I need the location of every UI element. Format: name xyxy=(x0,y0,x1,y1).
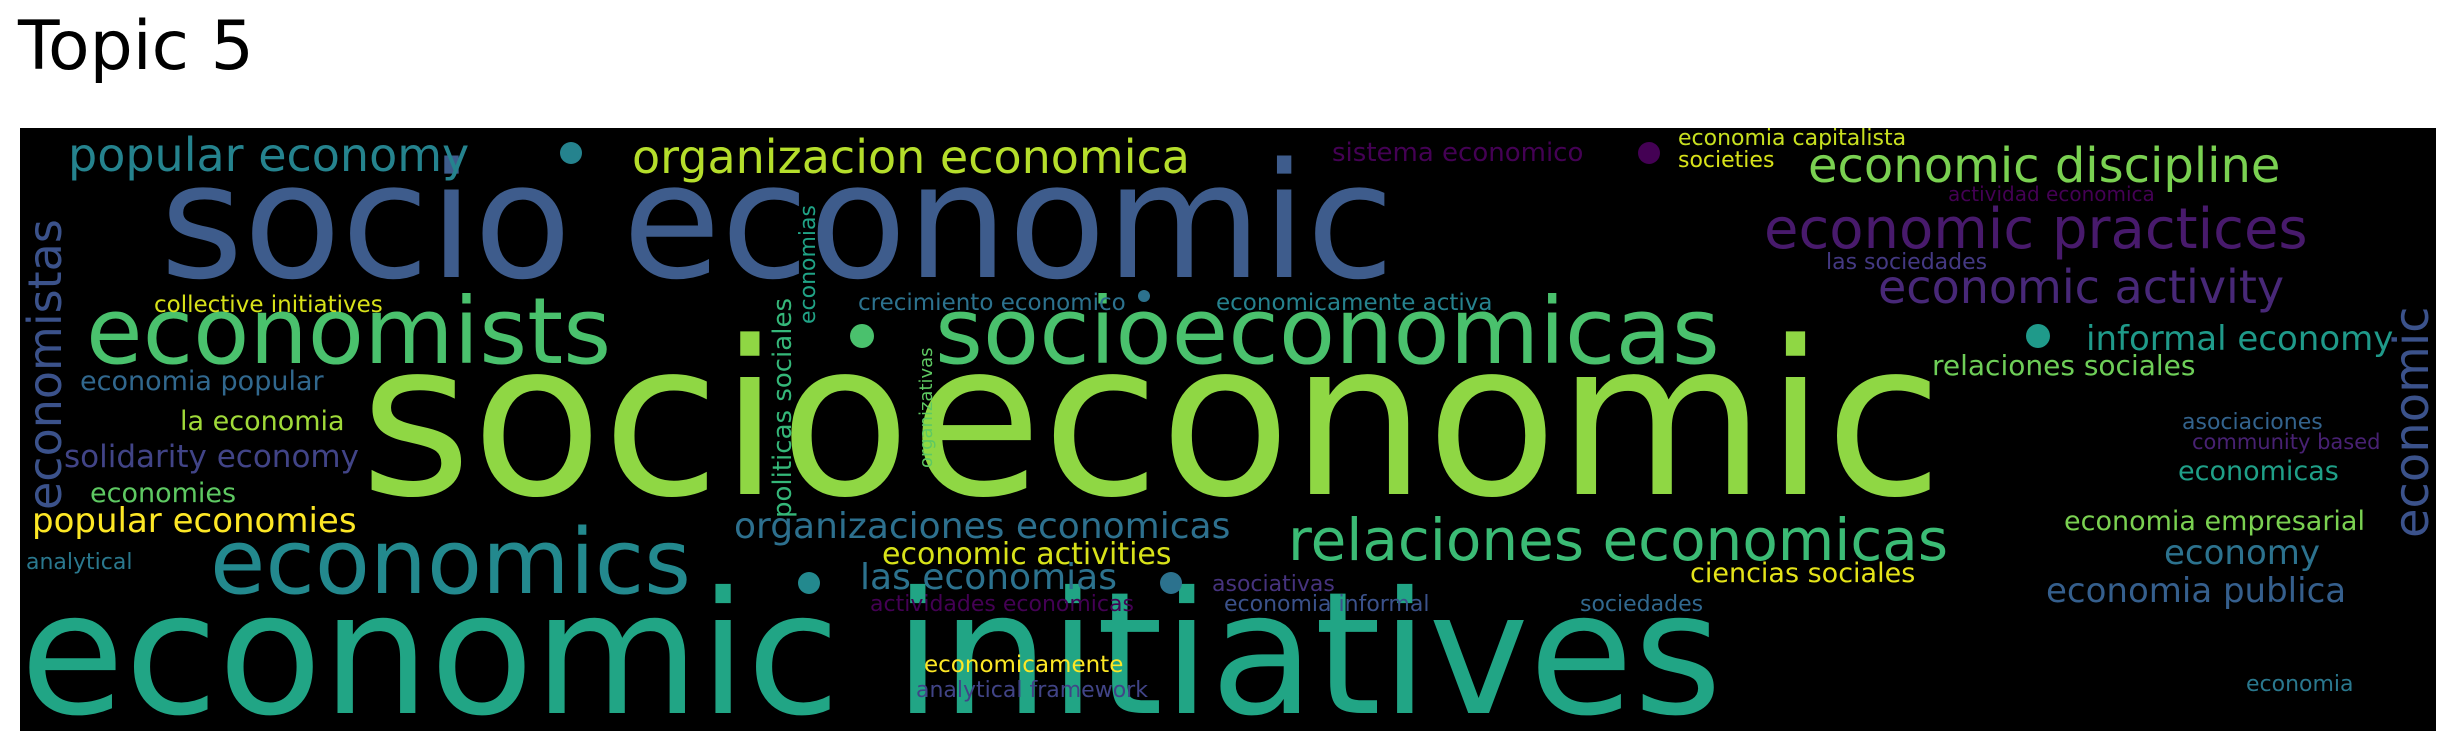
word-economia-informal: economia informal xyxy=(1224,592,1430,617)
word-la-economia: la economia xyxy=(180,406,345,437)
word-las-economias: las economias xyxy=(860,557,1117,598)
word-economia-publica: economia publica xyxy=(2046,571,2347,611)
word-economic-activities: economic activities xyxy=(882,537,1172,572)
word-economics: economics xyxy=(210,510,692,615)
word-economies: economies xyxy=(90,478,237,509)
word-economic-practices: economic practices xyxy=(1764,197,2308,262)
word-economia: economia xyxy=(2246,672,2354,697)
word-organizativas: organizativas xyxy=(916,347,937,468)
word-crecimiento-economico: crecimiento economico xyxy=(858,290,1126,316)
word-analytical-framework: analytical framework xyxy=(916,678,1148,703)
word-cloud: socioeconomic economic initiatives socio… xyxy=(20,128,2436,731)
word-economia-capitalista: economia capitalista xyxy=(1678,128,1907,151)
separator-dot-icon xyxy=(560,142,582,164)
word-relaciones-sociales: relaciones sociales xyxy=(1932,349,2196,382)
word-sociedades: sociedades xyxy=(1580,592,1704,617)
separator-dot-icon xyxy=(850,324,874,348)
word-economia-popular: economia popular xyxy=(80,366,324,397)
word-economic-activity: economic activity xyxy=(1878,260,2285,314)
word-economic-initiatives: economic initiatives xyxy=(20,556,1723,731)
separator-dot-icon xyxy=(2026,324,2050,348)
separator-dot-icon xyxy=(1638,142,1660,164)
word-socio-economic: socio economic xyxy=(160,128,1395,315)
word-asociativas: asociativas xyxy=(1212,572,1335,597)
separator-dot-icon xyxy=(798,572,820,594)
word-asociaciones: asociaciones xyxy=(2182,410,2323,435)
separator-dot-icon xyxy=(1138,290,1150,302)
word-analytical: analytical xyxy=(26,550,133,575)
word-economic-discipline: economic discipline xyxy=(1808,138,2281,194)
word-sistema-economico: sistema economico xyxy=(1332,138,1584,168)
word-economicamente: economicamente xyxy=(924,652,1124,678)
word-relaciones-economicas: relaciones economicas xyxy=(1288,506,1949,574)
word-economists: economists xyxy=(86,278,612,385)
word-actividad-economica: actividad economica xyxy=(1948,182,2155,206)
word-organizaciones-economicas: organizaciones economicas xyxy=(734,506,1231,547)
word-economic-vertical: economic xyxy=(2384,306,2436,538)
word-collective-initiatives: collective initiatives xyxy=(154,292,383,318)
word-popular-economies: popular economies xyxy=(32,501,357,541)
chart-title: Topic 5 xyxy=(18,7,254,86)
word-community-based: community based xyxy=(2192,430,2381,454)
word-economicamente-activa: economicamente activa xyxy=(1216,290,1493,316)
word-socioeconomic: socioeconomic xyxy=(360,296,1943,545)
word-ciencias-sociales: ciencias sociales xyxy=(1690,558,1916,589)
separator-dot-icon xyxy=(1160,572,1182,594)
word-las-sociedades: las sociedades xyxy=(1826,250,1988,275)
word-informal-economy: informal economy xyxy=(2086,319,2394,359)
word-economicas: economicas xyxy=(2178,456,2339,487)
word-socioeconomicas: socioeconomicas xyxy=(935,278,1720,385)
word-politicas-sociales: politicas sociales xyxy=(768,298,798,518)
word-popular-economy: popular economy xyxy=(68,128,470,182)
word-economy: economy xyxy=(2164,533,2321,573)
word-solidarity-economy: solidarity economy xyxy=(64,439,359,475)
word-economias: economias xyxy=(796,205,821,324)
word-societies: societies xyxy=(1678,148,1775,173)
word-economia-empresarial: economia empresarial xyxy=(2064,506,2365,537)
word-economistas: economistas xyxy=(20,219,72,510)
word-actividades-economicas: actividades economicas xyxy=(870,592,1134,617)
word-organizacion-economica: organizacion economica xyxy=(632,130,1190,184)
